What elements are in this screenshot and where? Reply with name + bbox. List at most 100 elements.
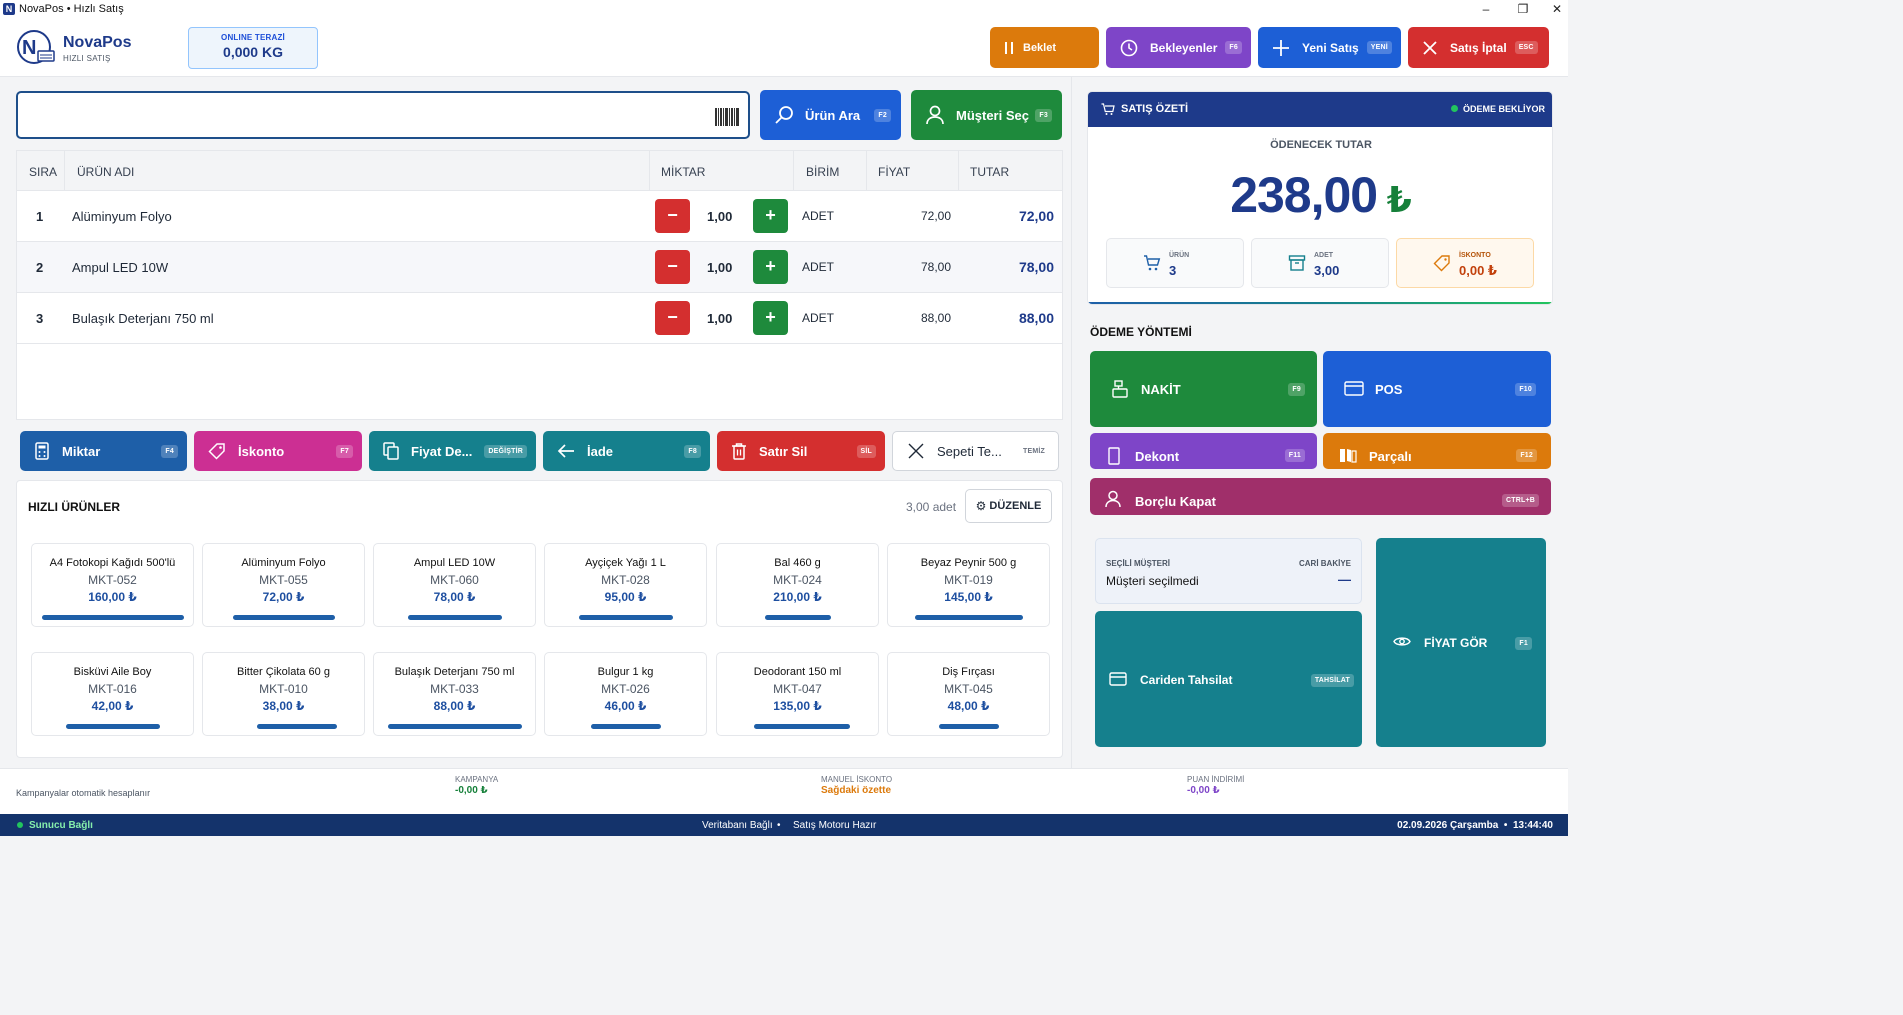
row-qty: 1,00 [707,209,733,224]
app-icon: N [3,3,15,15]
quick-product-card[interactable]: Bitter Çikolata 60 g MKT-010 38,00 ₺ [202,652,365,736]
credit-card-icon [1109,672,1127,686]
amount-due: 238,00 ₺ [1088,166,1552,224]
quantity-value: 3,00 [1314,263,1340,278]
campaign-bar: Kampanyalar otomatik hesaplanır KAMPANYA… [0,768,1568,814]
maximize-icon[interactable]: ❐ [1517,2,1529,16]
collect-from-account-button[interactable]: Cariden Tahsilat TAHSİLAT [1095,611,1362,747]
select-customer-button[interactable]: Müşteri Seç F3 [911,90,1062,140]
cash-payment-button[interactable]: NAKİT F9 [1090,351,1317,427]
quick-product-code: MKT-019 [944,573,993,587]
decrease-qty-button[interactable]: − [655,250,690,284]
search-icon [775,106,793,124]
col-unit: BİRİM [806,165,840,179]
collect-shortcut: TAHSİLAT [1310,674,1354,687]
barcode-input[interactable] [18,93,698,137]
card-accent-bar [66,724,160,729]
arrow-left-icon [557,444,574,458]
table-row[interactable]: 1 Alüminyum Folyo − 1,00 + ADET 72,00 72… [17,191,1062,242]
quick-product-card[interactable]: A4 Fotokopi Kağıdı 500'lü MKT-052 160,00 ₺ [31,543,194,627]
quick-product-card[interactable]: Beyaz Peynir 500 g MKT-019 145,00 ₺ [887,543,1050,627]
quantity-label: Miktar [62,443,101,459]
cancel-sale-button[interactable]: Satış İptal ESC [1408,27,1549,68]
receipt-payment-button[interactable]: Dekont F11 [1090,433,1317,469]
quick-product-card[interactable]: Diş Fırçası MKT-045 48,00 ₺ [887,652,1050,736]
table-row[interactable]: 2 Ampul LED 10W − 1,00 + ADET 78,00 78,0… [17,242,1062,293]
quick-product-card[interactable]: Ayçiçek Yağı 1 L MKT-028 95,00 ₺ [544,543,707,627]
edit-quick-products-button[interactable]: ⚙ DÜZENLE [965,489,1052,523]
quick-product-code: MKT-055 [259,573,308,587]
summary-accent-bar [1088,302,1552,304]
split-payment-button[interactable]: Parçalı F12 [1323,433,1551,469]
card-accent-bar [42,615,184,620]
row-no: 2 [36,260,44,275]
barcode-search-box[interactable] [16,91,750,139]
panel-divider [1071,77,1072,768]
increase-qty-button[interactable]: + [753,199,788,233]
quick-product-price: 160,00 ₺ [88,590,137,604]
close-on-credit-button[interactable]: Borçlu Kapat CTRL+B [1090,478,1551,515]
quick-product-card[interactable]: Ampul LED 10W MKT-060 78,00 ₺ [373,543,536,627]
sales-summary-header: SATIŞ ÖZETİ ÖDEME BEKLİYOR [1088,92,1552,127]
item-count-value: 3 [1169,263,1177,278]
change-price-button[interactable]: Fiyat De... DEĞİŞTİR [369,431,536,471]
sales-summary-title: SATIŞ ÖZETİ [1121,103,1189,115]
quick-product-code: MKT-045 [944,682,993,696]
balance-label: CARİ BAKİYE [1298,559,1351,568]
quick-products-count: 3,00 adet [906,500,957,514]
close-on-credit-label: Borçlu Kapat [1135,494,1216,509]
payment-methods-title: ÖDEME YÖNTEMİ [1090,325,1192,339]
quick-products-panel: HIZLI ÜRÜNLER 3,00 adet ⚙ DÜZENLE A4 Fot… [16,480,1063,758]
quick-product-code: MKT-047 [773,682,822,696]
find-product-button[interactable]: Ürün Ara F2 [760,90,901,140]
selected-customer-card[interactable]: SEÇİLİ MÜŞTERİ CARİ BAKİYE Müşteri seçil… [1095,538,1362,604]
waiting-label: Bekleyenler [1150,40,1218,55]
refund-button[interactable]: İade F8 [543,431,710,471]
receipt-label: Dekont [1135,449,1180,464]
currency-symbol: ₺ [1386,179,1412,220]
quick-product-card[interactable]: Bal 460 g MKT-024 210,00 ₺ [716,543,879,627]
quick-product-price: 88,00 ₺ [433,699,476,713]
quick-product-card[interactable]: Bisküvi Aile Boy MKT-016 42,00 ₺ [31,652,194,736]
waiting-sales-button[interactable]: Bekleyenler F6 [1106,27,1251,68]
quick-product-name: Ayçiçek Yağı 1 L [585,557,666,569]
clear-cart-button[interactable]: Sepeti Te... TEMİZ [892,431,1059,471]
quick-product-name: Ampul LED 10W [413,557,496,569]
delete-row-button[interactable]: Satır Sil SİL [717,431,885,471]
increase-qty-button[interactable]: + [753,250,788,284]
discount-button[interactable]: İskonto F7 [194,431,362,471]
cash-shortcut: F9 [1288,383,1305,396]
price-check-button[interactable]: FİYAT GÖR F1 [1376,538,1546,747]
decrease-qty-button[interactable]: − [655,301,690,335]
quick-product-card[interactable]: Bulaşık Deterjanı 750 ml MKT-033 88,00 ₺ [373,652,536,736]
minimize-icon[interactable]: – [1482,2,1490,16]
row-name: Alüminyum Folyo [72,209,172,224]
increase-qty-button[interactable]: + [753,301,788,335]
decrease-qty-button[interactable]: − [655,199,690,233]
quick-product-card[interactable]: Alüminyum Folyo MKT-055 72,00 ₺ [202,543,365,627]
pos-shortcut: F10 [1515,383,1536,396]
cancel-sale-shortcut: ESC [1514,41,1538,54]
row-name: Bulaşık Deterjanı 750 ml [72,311,214,326]
quantity-stat: ADET 3,00 [1251,238,1389,288]
close-window-icon[interactable]: ✕ [1551,2,1563,16]
pos-payment-button[interactable]: POS F10 [1323,351,1551,427]
discount-stat: İSKONTO 0,00 ₺ [1396,238,1534,288]
row-no: 1 [36,209,44,224]
barcode-icon[interactable] [715,108,739,126]
card-accent-bar [765,615,831,620]
quick-product-name: Deodorant 150 ml [753,666,842,678]
row-price: 72,00 [920,209,951,223]
table-row[interactable]: 3 Bulaşık Deterjanı 750 ml − 1,00 + ADET… [17,293,1062,344]
row-no: 3 [36,311,44,326]
status-dot-icon [1451,105,1458,112]
quick-product-card[interactable]: Deodorant 150 ml MKT-047 135,00 ₺ [716,652,879,736]
row-total: 72,00 [1018,208,1054,224]
cash-register-icon [1112,380,1128,398]
hold-sale-button[interactable]: Beklet [990,27,1099,68]
new-sale-button[interactable]: Yeni Satış YENİ [1258,27,1401,68]
quick-product-card[interactable]: Bulgur 1 kg MKT-026 46,00 ₺ [544,652,707,736]
quantity-button[interactable]: Miktar F4 [20,431,187,471]
waiting-shortcut: F6 [1225,41,1242,54]
payment-status: ÖDEME BEKLİYOR [1463,104,1546,114]
